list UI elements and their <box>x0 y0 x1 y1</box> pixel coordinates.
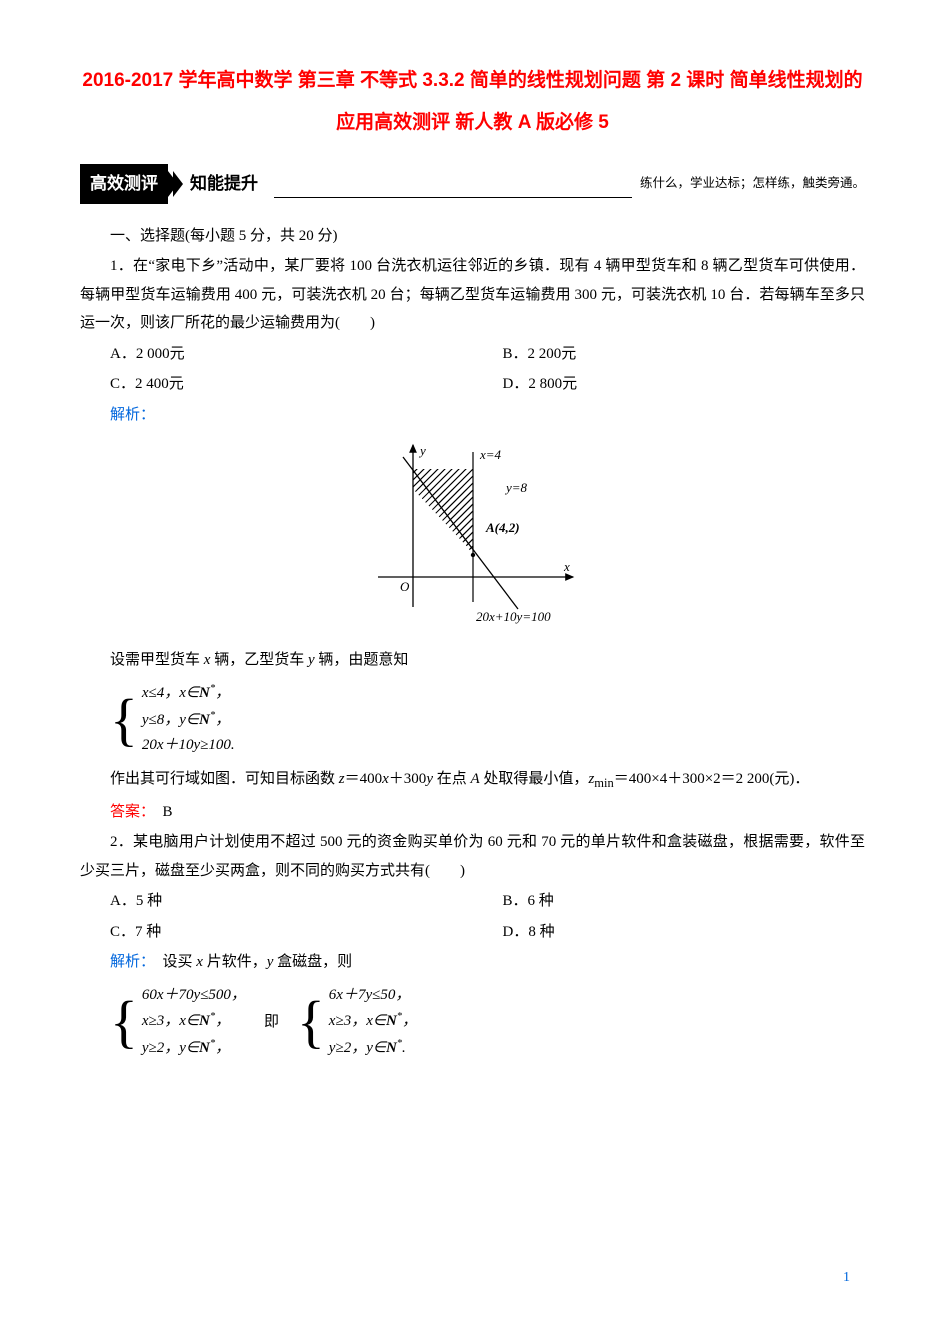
q2-sysR-line1: 6x＋7y≤50， <box>329 983 417 1009</box>
q2-option-d: D．8 种 <box>473 918 866 947</box>
chevron-icon <box>168 171 178 197</box>
svg-text:A(4,2): A(4,2) <box>485 520 520 535</box>
svg-text:y: y <box>418 443 426 458</box>
q2-sysL-line3: y≥2，y∈N*， <box>142 1035 246 1062</box>
q2-options-row2: C．7 种 D．8 种 <box>80 918 865 947</box>
q1-option-a: A．2 000元 <box>80 340 473 369</box>
banner-underline <box>274 197 632 198</box>
q2-sysL-line2: x≥3，x∈N*， <box>142 1008 246 1035</box>
q1-sys-line2: y≤8，y∈N*， <box>142 707 235 734</box>
svg-text:x: x <box>563 559 570 574</box>
svg-text:x=4: x=4 <box>479 447 502 462</box>
q2-sysR-line2: x≥3，x∈N*， <box>329 1008 417 1035</box>
q1-sys-line1: x≤4，x∈N*， <box>142 680 235 707</box>
q2-jiexi: 解析： 设买 x 片软件，y 盒磁盘，则 <box>80 948 865 977</box>
q1-system: { x≤4，x∈N*， y≤8，y∈N*， 20x＋10y≥100. <box>110 680 865 759</box>
q2-stem: 2．某电脑用户计划使用不超过 500 元的资金购买单价为 60 元和 70 元的… <box>80 828 865 885</box>
q2-mid: 即 <box>264 1008 279 1037</box>
q1-sys-line3: 20x＋10y≥100. <box>142 733 235 759</box>
q2-sysL-line1: 60x＋70y≤500， <box>142 983 246 1009</box>
svg-text:y=8: y=8 <box>504 480 528 495</box>
svg-text:O: O <box>400 579 410 594</box>
q1-option-d: D．2 800元 <box>473 370 866 399</box>
q2-option-b: B．6 种 <box>473 887 866 916</box>
q1-option-c: C．2 400元 <box>80 370 473 399</box>
q1-explain: 作出其可行域如图．可知目标函数 z＝400x＋300y 在点 A 处取得最小值，… <box>80 765 865 796</box>
q2-systems: { 60x＋70y≤500， x≥3，x∈N*， y≥2，y∈N*， 即 { 6… <box>110 983 865 1062</box>
q1-options-row2: C．2 400元 D．2 800元 <box>80 370 865 399</box>
section-banner: 高效测评 知能提升 练什么，学业达标；怎样练，触类旁通。 <box>80 164 865 204</box>
page-number: 1 <box>843 1265 850 1292</box>
banner-slogan: 练什么，学业达标；怎样练，触类旁通。 <box>640 172 865 196</box>
q1-setup: 设需甲型货车 x 辆，乙型货车 y 辆，由题意知 <box>80 646 865 675</box>
svg-text:20x+10y=100: 20x+10y=100 <box>476 609 551 624</box>
q2-option-c: C．7 种 <box>80 918 473 947</box>
q1-options-row1: A．2 000元 B．2 200元 <box>80 340 865 369</box>
q2-sysR-line3: y≥2，y∈N*. <box>329 1035 417 1062</box>
section-heading: 一、选择题(每小题 5 分，共 20 分) <box>80 222 865 251</box>
banner-black-box: 高效测评 <box>80 164 168 204</box>
banner-white-box: 知能提升 <box>182 165 266 203</box>
q1-stem: 1．在“家电下乡”活动中，某厂要将 100 台洗衣机运往邻近的乡镇．现有 4 辆… <box>80 252 865 338</box>
q1-jiexi-label: 解析： <box>80 401 865 430</box>
q1-answer: 答案： B <box>80 798 865 827</box>
q2-option-a: A．5 种 <box>80 887 473 916</box>
q1-option-b: B．2 200元 <box>473 340 866 369</box>
doc-title: 2016-2017 学年高中数学 第三章 不等式 3.3.2 简单的线性规划问题… <box>80 60 865 144</box>
q1-graph: y x=4 y=8 A(4,2) x O 20x+10y=100 <box>80 437 865 638</box>
q2-options-row1: A．5 种 B．6 种 <box>80 887 865 916</box>
